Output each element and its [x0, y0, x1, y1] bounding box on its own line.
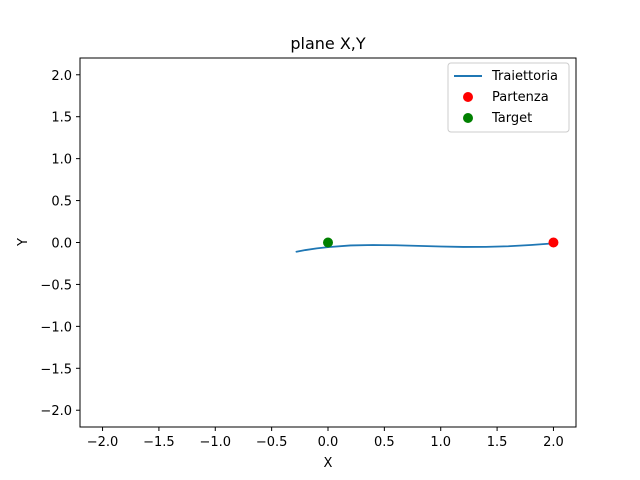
x-tick-label: −2.0 — [87, 435, 119, 450]
x-tick-label: 0.5 — [374, 435, 395, 450]
y-tick-label: 1.0 — [51, 153, 72, 168]
x-axis-label: X — [324, 456, 333, 471]
point-target — [323, 237, 333, 248]
legend-swatch-target — [463, 113, 473, 123]
plot-area — [295, 237, 559, 253]
chart-title: plane X,Y — [290, 34, 366, 53]
legend: Traiettoria Partenza Target — [447, 62, 570, 133]
series-line-traiettoria — [295, 242, 555, 253]
y-tick-label: −2.0 — [40, 404, 72, 419]
x-tick-label: 1.0 — [430, 435, 451, 450]
legend-label-traiettoria: Traiettoria — [491, 69, 558, 84]
legend-swatch-partenza — [463, 92, 473, 102]
y-tick-label: 2.0 — [51, 69, 72, 84]
x-tick-label: 2.0 — [543, 435, 564, 450]
y-axis: −2.0 −1.5 −1.0 −0.5 0.0 0.5 1.0 1.5 2.0 — [40, 69, 80, 419]
x-tick-label: −1.5 — [143, 435, 175, 450]
y-tick-label: −1.0 — [40, 320, 72, 335]
x-tick-label: 0.0 — [318, 435, 339, 450]
y-tick-label: 0.0 — [51, 237, 72, 252]
y-tick-label: 1.5 — [51, 111, 72, 126]
x-tick-label: −1.0 — [199, 435, 231, 450]
y-tick-label: 0.5 — [51, 195, 72, 210]
legend-label-target: Target — [491, 111, 532, 126]
legend-box — [447, 62, 570, 133]
y-tick-label: −1.5 — [40, 362, 72, 377]
legend-label-partenza: Partenza — [492, 90, 549, 105]
x-tick-label: −0.5 — [256, 435, 288, 450]
point-partenza — [548, 237, 559, 248]
x-tick-label: 1.5 — [487, 435, 508, 450]
y-axis-label: Y — [16, 238, 31, 247]
y-tick-label: −0.5 — [40, 278, 72, 293]
x-axis: −2.0 −1.5 −1.0 −0.5 0.0 0.5 1.0 1.5 2.0 — [87, 427, 564, 450]
